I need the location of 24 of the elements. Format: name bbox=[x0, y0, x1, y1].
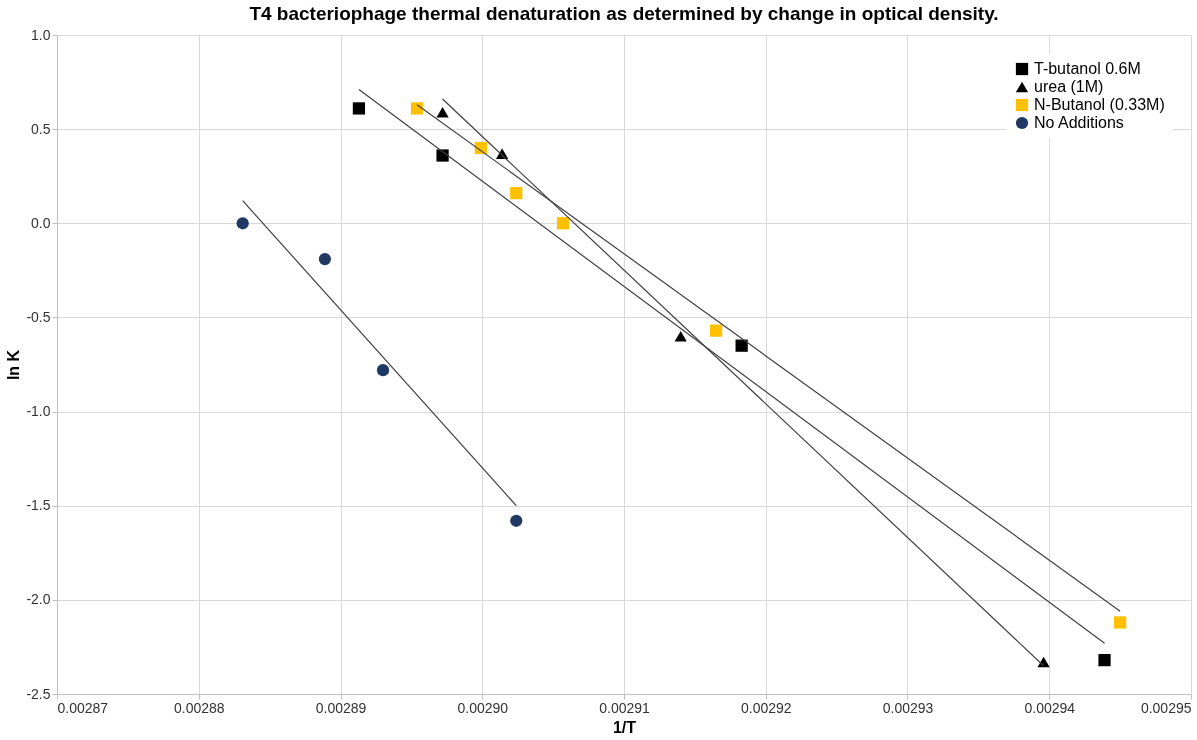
x-tick-label: 0.00293 bbox=[882, 699, 934, 716]
x-tick-label: 0.00292 bbox=[740, 699, 792, 716]
y-tick-label: 0.5 bbox=[31, 120, 51, 137]
legend-label: N-Butanol (0.33M) bbox=[1034, 96, 1165, 113]
x-tick-label: 0.00290 bbox=[457, 699, 509, 716]
y-tick-label: -1.0 bbox=[26, 403, 51, 420]
x-tick-label: 0.00289 bbox=[315, 699, 367, 716]
y-tick-label: -2.5 bbox=[26, 685, 51, 702]
y-tick-label: -1.5 bbox=[26, 497, 51, 514]
legend-label: T-butanol 0.6M bbox=[1034, 60, 1141, 77]
y-axis-title: ln K bbox=[5, 349, 23, 381]
x-tick-label: 0.00291 bbox=[599, 699, 651, 716]
legend-label: No Additions bbox=[1034, 114, 1124, 131]
x-tick-label: 0.00287 bbox=[57, 699, 109, 716]
x-tick-label: 0.00294 bbox=[1024, 699, 1076, 716]
legend-label: urea (1M) bbox=[1034, 78, 1104, 95]
chart-title: T4 bacteriophage thermal denaturation as determined by change in optical density. bbox=[249, 3, 999, 24]
x-axis-title: 1/T bbox=[612, 718, 637, 736]
y-tick-label: 0.0 bbox=[31, 214, 51, 231]
y-tick-label: 1.0 bbox=[31, 26, 51, 43]
y-tick-label: -0.5 bbox=[26, 308, 51, 325]
y-tick-label: -2.0 bbox=[26, 591, 51, 608]
x-tick-label: 0.00288 bbox=[173, 699, 225, 716]
x-tick-label: 0.00295 bbox=[1140, 699, 1192, 716]
